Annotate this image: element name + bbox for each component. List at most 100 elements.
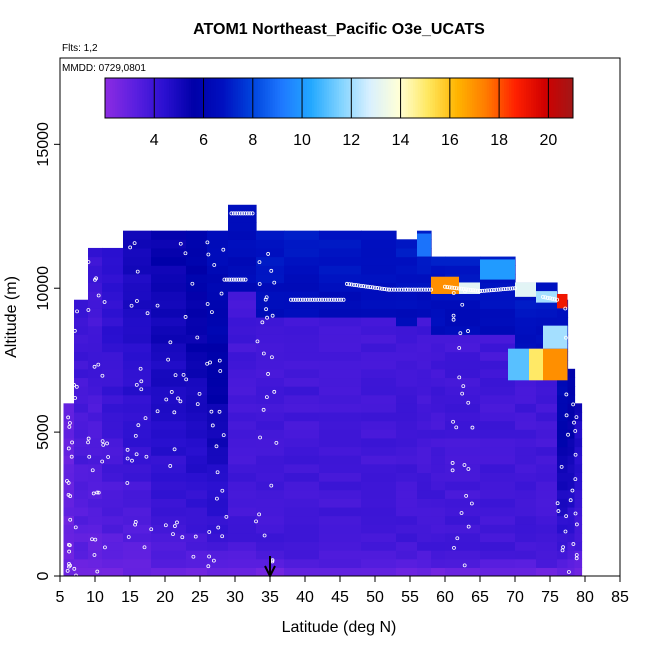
colorbar-segment — [282, 78, 286, 118]
x-tick-label: 40 — [296, 589, 314, 606]
heat-cell — [207, 230, 229, 240]
flight-track-point — [386, 287, 391, 292]
heat-cell — [515, 541, 537, 551]
heat-cell — [102, 481, 124, 491]
flight-track-point — [234, 211, 239, 216]
heat-cell — [186, 481, 208, 491]
heat-cell — [574, 455, 583, 465]
sample-point — [574, 415, 579, 419]
colorbar-segment — [329, 78, 333, 118]
sample-point — [574, 522, 579, 527]
heat-cell — [480, 558, 516, 568]
heat-cell — [186, 498, 208, 508]
sample-point — [274, 440, 279, 445]
heat-cell — [74, 317, 89, 327]
colorbar-tick-label: 10 — [293, 132, 311, 149]
sample-point — [559, 464, 564, 469]
sample-point — [139, 379, 144, 384]
heat-cell — [123, 558, 152, 568]
sample-point — [265, 315, 269, 320]
heat-cell — [123, 273, 152, 284]
heat-cell — [207, 273, 229, 284]
heat-cell — [557, 394, 569, 404]
flight-track-point — [298, 297, 303, 302]
heat-cell — [284, 420, 320, 430]
colorbar-segment — [476, 78, 480, 118]
heat-cell — [63, 455, 75, 465]
sample-point — [217, 358, 222, 363]
heat-cell — [431, 368, 446, 379]
heat-cell — [151, 239, 187, 249]
sample-point — [466, 467, 471, 471]
heat-cell — [445, 403, 481, 413]
colorbar-segment — [550, 78, 554, 118]
heat-cell — [445, 317, 481, 327]
heat-cell — [319, 368, 362, 379]
colorbar-segment — [447, 78, 451, 118]
heat-cell — [88, 247, 103, 258]
flight-track-point — [447, 285, 452, 290]
sample-point — [134, 382, 139, 387]
heat-cell — [256, 437, 285, 448]
heat-cell — [151, 377, 187, 387]
colorbar-segment — [481, 78, 485, 118]
heat-cell — [417, 550, 432, 560]
heat-cell — [515, 463, 537, 473]
heat-cell — [102, 411, 124, 422]
heat-cell — [431, 532, 446, 543]
heat-cell — [102, 256, 124, 266]
heat-cell — [480, 506, 516, 517]
heat-cell — [567, 394, 576, 404]
y-tick-label: 10000 — [35, 266, 52, 311]
heat-cell — [536, 437, 558, 448]
heat-cell — [186, 351, 208, 361]
heat-cell — [417, 455, 432, 465]
flight-track-point — [484, 288, 489, 293]
heat-cell — [396, 291, 418, 301]
heat-cell — [207, 463, 229, 473]
heat-cell — [186, 308, 208, 318]
sample-point — [464, 494, 469, 498]
sample-point — [73, 396, 77, 400]
colorbar-segment — [238, 78, 241, 118]
heat-cell — [186, 239, 208, 249]
heat-cell — [207, 334, 229, 344]
heat-cell — [361, 446, 397, 456]
flight-track-point — [238, 211, 243, 216]
heat-cell — [207, 403, 229, 413]
sample-point — [168, 340, 173, 345]
sample-point — [75, 309, 79, 314]
heat-cell — [319, 506, 362, 517]
heat-cell — [431, 498, 446, 508]
heat-cell — [417, 394, 432, 404]
heat-cell — [480, 455, 516, 465]
heat-cell — [284, 368, 320, 379]
heat-cell — [151, 515, 187, 525]
heat-cell — [228, 446, 257, 456]
heat-cell — [123, 463, 152, 473]
heat-cell — [102, 420, 124, 430]
heat-cell — [151, 403, 187, 413]
heat-cell — [123, 368, 152, 379]
sample-point — [184, 377, 189, 382]
heat-cell — [431, 429, 446, 439]
colorbar-segment — [201, 78, 205, 118]
sample-point — [166, 357, 171, 362]
heat-cell — [445, 489, 481, 499]
heat-cell — [431, 506, 446, 517]
heat-cell — [284, 558, 320, 568]
sample-point — [172, 410, 177, 415]
heat-cell — [515, 532, 537, 543]
heat-cell — [417, 403, 432, 413]
heat-cell — [417, 472, 432, 482]
heat-cell — [74, 342, 89, 353]
sample-point — [96, 490, 101, 495]
heat-cell — [361, 386, 397, 396]
colorbar-segment — [252, 78, 256, 118]
colorbar-segment — [393, 78, 397, 118]
heat-cell — [228, 368, 257, 379]
sample-point — [212, 263, 217, 267]
flight-track-point — [389, 287, 394, 292]
heat-cell — [228, 394, 257, 404]
flight-track-point — [351, 282, 356, 287]
